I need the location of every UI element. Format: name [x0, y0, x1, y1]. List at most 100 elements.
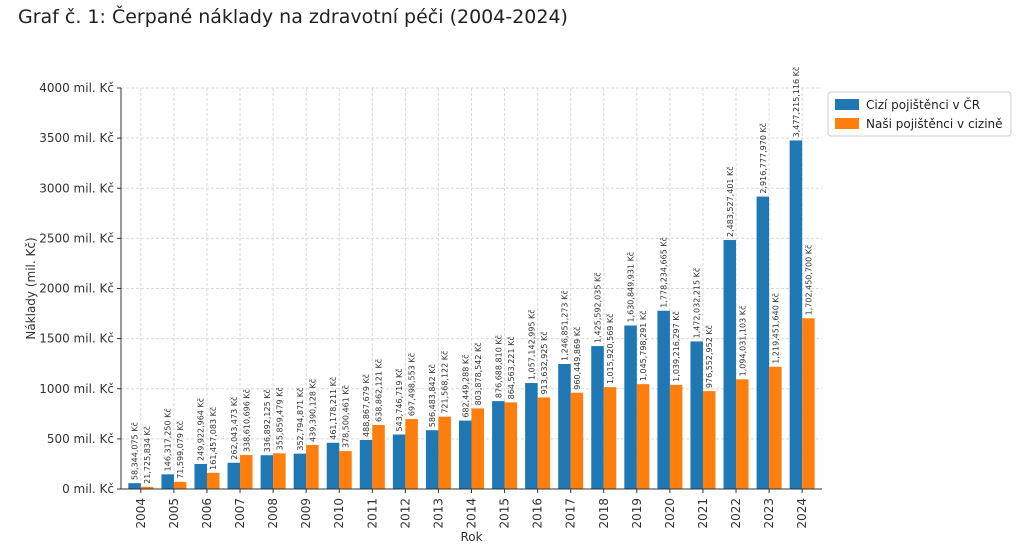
- bar-value-label: 697,498,553 Kč: [407, 353, 417, 416]
- bar-value-label: 355,859,479 Kč: [274, 387, 284, 450]
- y-tick-label: 500 mil. Kč: [47, 432, 114, 446]
- y-tick-label: 2500 mil. Kč: [39, 231, 114, 245]
- bar-nasi-2008: [273, 453, 286, 489]
- y-tick-label: 0 mil. Kč: [62, 482, 114, 496]
- bar-value-label: 2,483,527,401 Kč: [725, 166, 735, 237]
- bar-value-label: 1,045,798,291 Kč: [638, 310, 648, 381]
- bar-value-label: 1,057,142,995 Kč: [526, 309, 536, 380]
- bar-nasi-2013: [438, 416, 451, 489]
- bar-nasi-2006: [206, 472, 220, 489]
- bar-value-label: 682,449,288 Kč: [460, 354, 470, 417]
- y-axis-label: Náklady (mil. Kč): [24, 237, 38, 339]
- bar-nasi-2018: [603, 387, 617, 489]
- bar-nasi-2024: [802, 318, 815, 489]
- bar-value-label: 1,630,849,931 Kč: [626, 252, 636, 323]
- y-tick-label: 2000 mil. Kč: [39, 282, 114, 296]
- bar-value-label: 338,610,696 Kč: [241, 389, 251, 452]
- x-tick-label: 2004: [134, 498, 148, 529]
- bar-nasi-2007: [240, 455, 253, 489]
- bar-value-label: 1,246,851,273 Kč: [559, 290, 569, 361]
- bar-value-label: 336,892,125 Kč: [262, 389, 272, 452]
- x-tick-label: 2010: [332, 498, 346, 529]
- bar-nasi-2020: [669, 384, 683, 489]
- bar-value-label: 461,178,211 Kč: [328, 377, 338, 440]
- bar-value-label: 1,778,234,665 Kč: [659, 237, 669, 308]
- x-tick-label: 2022: [729, 498, 743, 529]
- bar-cizi-2004: [128, 483, 141, 489]
- bar-cizi-2011: [359, 439, 373, 489]
- legend-swatch: [835, 99, 859, 110]
- bar-cizi-2005: [161, 474, 174, 489]
- x-tick-label: 2013: [431, 498, 445, 529]
- x-tick-label: 2011: [365, 498, 379, 529]
- x-tick-label: 2016: [531, 498, 545, 529]
- bar-nasi-2009: [306, 444, 319, 489]
- bar-value-label: 58,344,075 Kč: [130, 422, 140, 480]
- bar-nasi-2005: [173, 481, 187, 489]
- x-tick-label: 2020: [663, 498, 677, 529]
- bar-value-label: 638,862,121 Kč: [374, 359, 384, 422]
- bar-value-label: 1,039,216,297 Kč: [671, 311, 681, 382]
- bar-value-label: 586,483,842 Kč: [427, 364, 437, 427]
- bar-cizi-2008: [260, 455, 274, 489]
- x-tick-label: 2021: [696, 498, 710, 529]
- bar-value-label: 960,449,869 Kč: [572, 327, 582, 390]
- bar-cizi-2021: [690, 341, 703, 489]
- bar-value-label: 71,599,079 Kč: [175, 421, 185, 479]
- bar-value-label: 352,794,871 Kč: [295, 388, 305, 451]
- axes: 0 mil. Kč 500 mil. Kč 1000 mil. Kč 1500 mil…: [39, 81, 822, 529]
- bar-nasi-2022: [736, 379, 749, 489]
- bar-value-label: 161,457,083 Kč: [208, 407, 218, 470]
- x-tick-label: 2005: [167, 498, 181, 529]
- bar-cizi-2017: [558, 364, 571, 489]
- legend-swatch: [835, 118, 859, 129]
- bar-cizi-2020: [657, 310, 670, 489]
- bar-nasi-2010: [339, 451, 352, 489]
- x-tick-label: 2023: [762, 498, 776, 529]
- bar-value-label: 864,563,221 Kč: [506, 336, 516, 399]
- bar-cizi-2024: [789, 140, 803, 489]
- x-tick-label: 2012: [398, 498, 412, 529]
- bar-value-label: 1,015,920,569 Kč: [605, 313, 615, 384]
- page-title: Graf č. 1: Čerpané náklady na zdravotní …: [18, 6, 568, 28]
- x-tick-label: 2007: [233, 498, 247, 529]
- bar-cizi-2013: [425, 430, 439, 489]
- bar-cizi-2014: [459, 420, 472, 489]
- y-tick-label: 4000 mil. Kč: [39, 81, 114, 95]
- legend: Cizí pojištěnci v ČR Naši pojištěnci v ci…: [827, 91, 1012, 137]
- bar-nasi-2017: [570, 392, 584, 489]
- x-tick-label: 2018: [597, 498, 611, 529]
- bar-value-label: 378,500,461 Kč: [340, 385, 350, 448]
- bar-cizi-2010: [326, 442, 340, 489]
- bar-value-label: 249,922,964 Kč: [196, 398, 206, 461]
- legend-label: Naši pojištěnci v cizině: [866, 117, 1003, 131]
- bar-nasi-2014: [471, 408, 484, 489]
- x-tick-label: 2014: [465, 498, 479, 529]
- x-axis-label: Rok: [460, 530, 482, 544]
- bar-value-label: 803,878,542 Kč: [473, 342, 483, 405]
- bar-value-label: 262,043,473 Kč: [229, 397, 239, 460]
- x-tick-label: 2019: [630, 498, 644, 529]
- bar-nasi-2021: [702, 391, 716, 489]
- bar-nasi-2023: [769, 366, 782, 489]
- x-tick-label: 2008: [266, 498, 280, 529]
- y-tick-label: 3000 mil. Kč: [39, 181, 114, 195]
- bar-cizi-2012: [392, 434, 406, 489]
- bar-value-label: 488,867,679 Kč: [361, 374, 371, 437]
- legend-box: [827, 91, 1012, 137]
- y-tick-label: 1000 mil. Kč: [39, 382, 114, 396]
- bar-value-label: 1,425,592,035 Kč: [593, 272, 603, 343]
- bar-value-label: 3,477,215,116 Kč: [791, 67, 801, 138]
- bar-nasi-2015: [504, 402, 518, 489]
- x-tick-label: 2006: [200, 498, 214, 529]
- bar-value-label: 146,317,250 Kč: [163, 408, 173, 471]
- data-labels: 58,344,075 Kč 146,317,250 Kč 249,922,964 K…: [130, 67, 814, 484]
- bar-cizi-2019: [624, 325, 637, 489]
- bars: [128, 140, 815, 489]
- bar-cizi-2018: [591, 346, 604, 489]
- bar-value-label: 913,632,925 Kč: [539, 331, 549, 394]
- bar-value-label: 976,552,952 Kč: [704, 325, 714, 388]
- bar-cizi-2023: [756, 196, 770, 489]
- bar-cizi-2016: [525, 383, 538, 489]
